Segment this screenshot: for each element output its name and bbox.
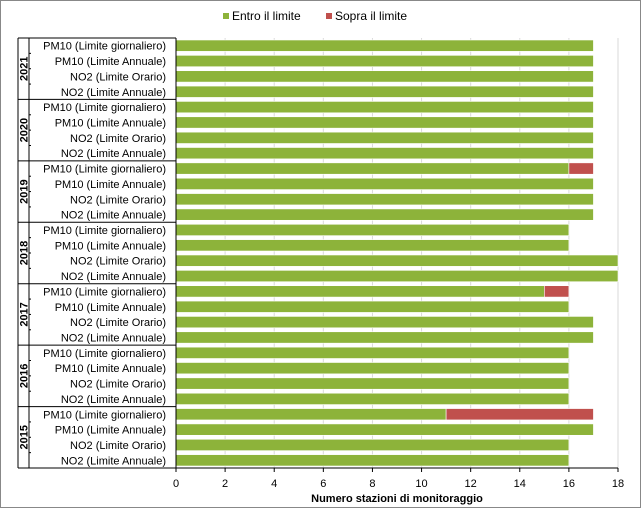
category-label: PM10 (Limite Annuale)	[55, 56, 166, 68]
category-label: PM10 (Limite Annuale)	[55, 363, 166, 375]
bar-entro-il-limite	[175, 423, 594, 436]
bar-entro-il-limite	[175, 331, 594, 344]
category-label: NO2 (Limite Orario)	[70, 194, 166, 206]
bar-entro-il-limite	[175, 208, 594, 221]
bar-entro-il-limite	[175, 116, 594, 129]
x-tick-label: 4	[271, 478, 277, 490]
category-label: NO2 (Limite Annuale)	[61, 87, 166, 99]
bar-entro-il-limite	[175, 454, 570, 467]
x-tick-label: 10	[415, 478, 427, 490]
category-label: PM10 (Limite giornaliero)	[43, 225, 166, 237]
year-label: 2019	[19, 179, 31, 203]
year-label: 2020	[19, 118, 31, 142]
bar-entro-il-limite	[175, 438, 570, 451]
bar-entro-il-limite	[175, 162, 570, 175]
category-label: NO2 (Limite Orario)	[70, 133, 166, 145]
category-label: PM10 (Limite giornaliero)	[43, 41, 166, 53]
x-tick-label: 0	[173, 478, 179, 490]
bar-entro-il-limite	[175, 285, 545, 298]
x-tick-label: 18	[612, 478, 624, 490]
category-label: NO2 (Limite Orario)	[70, 440, 166, 452]
bar-entro-il-limite	[175, 362, 570, 375]
year-label: 2017	[19, 302, 31, 326]
category-label: NO2 (Limite Orario)	[70, 379, 166, 391]
x-tick-label: 6	[320, 478, 326, 490]
x-tick-label: 2	[222, 478, 228, 490]
x-axis-title: Numero stazioni di monitoraggio	[311, 493, 483, 505]
category-label: PM10 (Limite giornaliero)	[43, 348, 166, 360]
category-label: PM10 (Limite giornaliero)	[43, 409, 166, 421]
category-label: PM10 (Limite Annuale)	[55, 425, 166, 437]
category-label: NO2 (Limite Annuale)	[61, 394, 166, 406]
bar-entro-il-limite	[175, 408, 447, 421]
bar-entro-il-limite	[175, 101, 594, 114]
legend-swatch	[223, 13, 229, 19]
category-label: NO2 (Limite Orario)	[70, 317, 166, 329]
x-tick-label: 8	[369, 478, 375, 490]
x-tick-label: 16	[563, 478, 575, 490]
bar-sopra-il-limite	[445, 408, 594, 421]
category-label: NO2 (Limite Annuale)	[61, 455, 166, 467]
bar-sopra-il-limite	[568, 162, 594, 175]
bar-entro-il-limite	[175, 223, 570, 236]
category-label: PM10 (Limite Annuale)	[55, 179, 166, 191]
year-label: 2015	[19, 425, 31, 449]
bar-entro-il-limite	[175, 270, 619, 283]
legend-label: Sopra il limite	[335, 9, 407, 23]
x-tick-label: 12	[465, 478, 477, 490]
bar-entro-il-limite	[175, 316, 594, 329]
x-tick-label: 14	[514, 478, 526, 490]
category-label: NO2 (Limite Annuale)	[61, 271, 166, 283]
bar-entro-il-limite	[175, 85, 594, 98]
category-label: NO2 (Limite Annuale)	[61, 148, 166, 160]
bar-sopra-il-limite	[544, 285, 570, 298]
year-label: 2018	[19, 241, 31, 265]
bar-entro-il-limite	[175, 55, 594, 68]
legend-label: Entro il limite	[232, 9, 301, 23]
category-label: NO2 (Limite Orario)	[70, 71, 166, 83]
bar-entro-il-limite	[175, 70, 594, 83]
legend-swatch	[326, 13, 332, 19]
bar-entro-il-limite	[175, 392, 570, 405]
bar-entro-il-limite	[175, 193, 594, 206]
bar-entro-il-limite	[175, 377, 570, 390]
year-label: 2021	[19, 56, 31, 80]
bar-entro-il-limite	[175, 177, 594, 190]
category-label: PM10 (Limite Annuale)	[55, 240, 166, 252]
category-label: PM10 (Limite giornaliero)	[43, 164, 166, 176]
bar-entro-il-limite	[175, 39, 594, 52]
category-label: PM10 (Limite giornaliero)	[43, 102, 166, 114]
category-label: PM10 (Limite Annuale)	[55, 302, 166, 314]
bar-entro-il-limite	[175, 147, 594, 160]
bar-entro-il-limite	[175, 346, 570, 359]
bar-entro-il-limite	[175, 239, 570, 252]
bar-entro-il-limite	[175, 300, 570, 313]
bar-entro-il-limite	[175, 131, 594, 144]
category-label: NO2 (Limite Annuale)	[61, 210, 166, 222]
bar-entro-il-limite	[175, 254, 619, 267]
year-label: 2016	[19, 364, 31, 388]
category-label: PM10 (Limite giornaliero)	[43, 286, 166, 298]
category-label: PM10 (Limite Annuale)	[55, 117, 166, 129]
category-label: NO2 (Limite Annuale)	[61, 332, 166, 344]
category-label: NO2 (Limite Orario)	[70, 256, 166, 268]
